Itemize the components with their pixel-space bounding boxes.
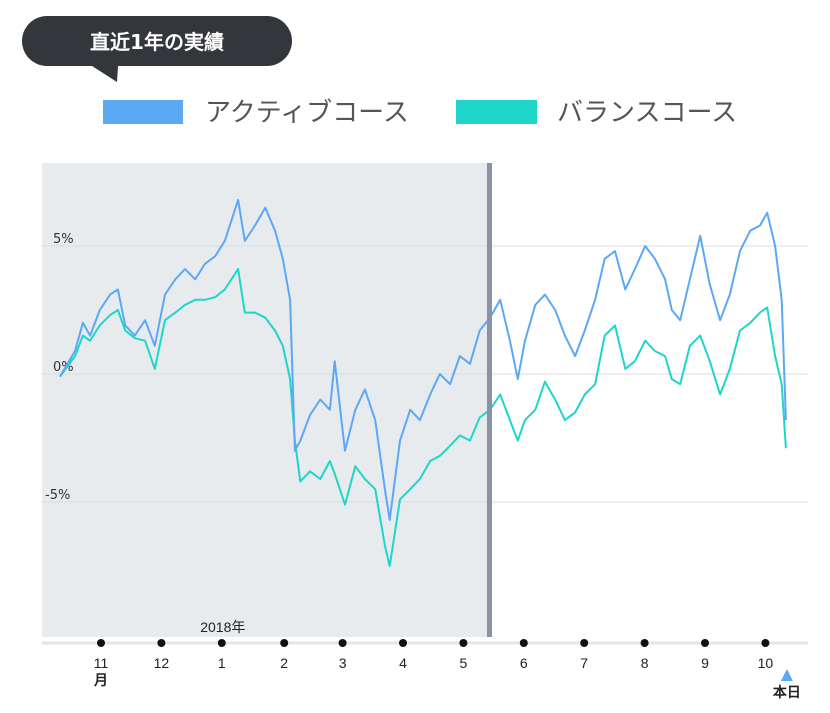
month-tick-label: 5: [460, 655, 468, 671]
month-tick-label: 4: [399, 655, 407, 671]
legend-swatch-balance: [456, 100, 537, 124]
title-bubble: 直近1年の実績: [22, 16, 292, 82]
legend-label-active: アクティブコース: [205, 98, 409, 128]
legend-swatch-active: [103, 100, 183, 124]
month-tick-label: 9: [701, 655, 709, 671]
series-line-active: [59, 198, 787, 521]
y-tick-label: 5%: [53, 232, 74, 247]
month-tick-dot: [701, 639, 709, 647]
month-tick-dot: [459, 639, 468, 647]
legend: アクティブコース バランスコース: [103, 98, 737, 128]
today-label: 本日: [773, 684, 801, 700]
month-tick-label: 6: [520, 655, 528, 671]
month-tick-label: 10: [758, 655, 774, 671]
month-tick-label: 2: [280, 655, 288, 671]
month-tick-dot: [280, 639, 289, 647]
legend-label-balance: バランスコース: [557, 98, 737, 128]
month-tick-dot: [157, 639, 166, 647]
month-tick-dot: [640, 639, 649, 647]
today-marker-icon: [780, 669, 793, 681]
month-tick-dot: [761, 639, 770, 647]
bubble-shape: [22, 16, 292, 82]
month-tick-label: 3: [339, 655, 347, 671]
year-label: 2018年: [200, 619, 245, 635]
past-period-region: [42, 163, 490, 637]
y-tick-label: -5%: [45, 488, 70, 503]
month-tick-dot: [217, 639, 226, 647]
period-divider: [486, 163, 492, 637]
month-tick-label: 7: [580, 655, 588, 671]
month-tick-dot: [519, 639, 528, 647]
series-line-balance: [59, 268, 787, 567]
month-tick-dot: [338, 639, 347, 647]
month-tick-dot: [399, 639, 407, 647]
month-tick-label: 12: [154, 655, 170, 671]
month-tick-label: 8: [641, 655, 649, 671]
month-tick-label: 1: [218, 655, 226, 671]
month-tick-label: 11: [94, 655, 109, 671]
month-unit-label: 月: [93, 672, 108, 688]
month-tick-dot: [97, 639, 105, 647]
month-tick-dot: [580, 639, 589, 647]
chart-title: 直近1年の実績: [90, 30, 224, 54]
